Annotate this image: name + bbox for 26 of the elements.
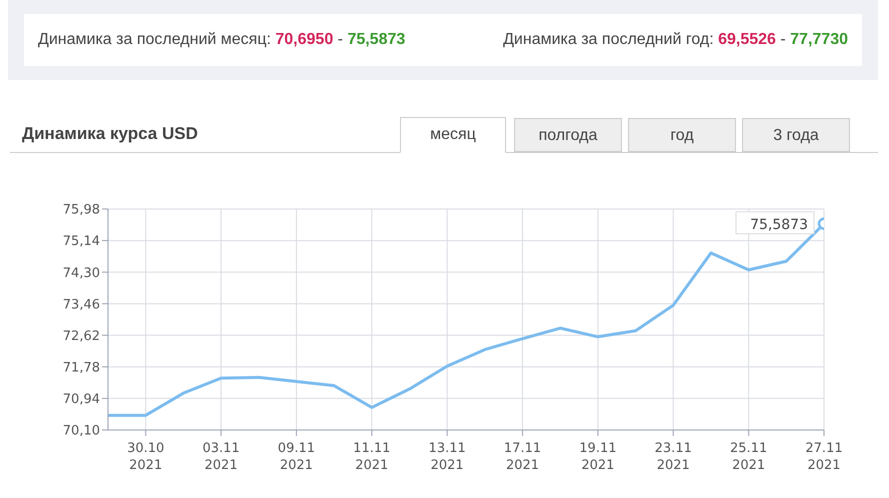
- y-tick-label: 70,10: [62, 424, 100, 439]
- x-tick-label: 25.11 2021: [730, 441, 768, 473]
- text: Динамика за последний месяц: 70,6950 - 75,5873: [38, 31, 406, 48]
- y-tick-label: 75,14: [62, 234, 100, 250]
- y-tick-label: 74,30: [62, 266, 100, 281]
- x-tick-label: 11.11 2021: [353, 441, 390, 473]
- x-tick-label: 03.11 2021: [202, 441, 240, 473]
- chart-title: Динамика курса USD: [22, 124, 198, 144]
- y-tick-label: 75,98: [62, 202, 100, 218]
- text: полгода: [514, 118, 622, 152]
- x-tick-label: 23.11 2021: [654, 441, 692, 473]
- data-label: 75,5873: [750, 216, 808, 233]
- text: Динамика за последний год: 69,5526 - 77,7730: [503, 31, 848, 48]
- y-tick-label: 71,78: [62, 360, 100, 376]
- x-tick-label: 13.11 2021: [428, 441, 466, 473]
- y-tick-label: 70,94: [62, 392, 100, 408]
- text: год: [628, 118, 736, 152]
- y-tick-label: 72,62: [62, 328, 100, 344]
- x-tick-label: 27.11 2021: [805, 441, 843, 473]
- y-tick-label: 73,46: [62, 297, 100, 312]
- x-tick-label: 09.11 2021: [278, 441, 316, 473]
- x-tick-label: 17.11 2021: [504, 441, 542, 473]
- x-tick-label: 30.10 2021: [127, 441, 164, 473]
- text: месяц: [400, 117, 506, 153]
- text: 3 года: [742, 118, 850, 152]
- x-tick-label: 19.11 2021: [579, 441, 617, 473]
